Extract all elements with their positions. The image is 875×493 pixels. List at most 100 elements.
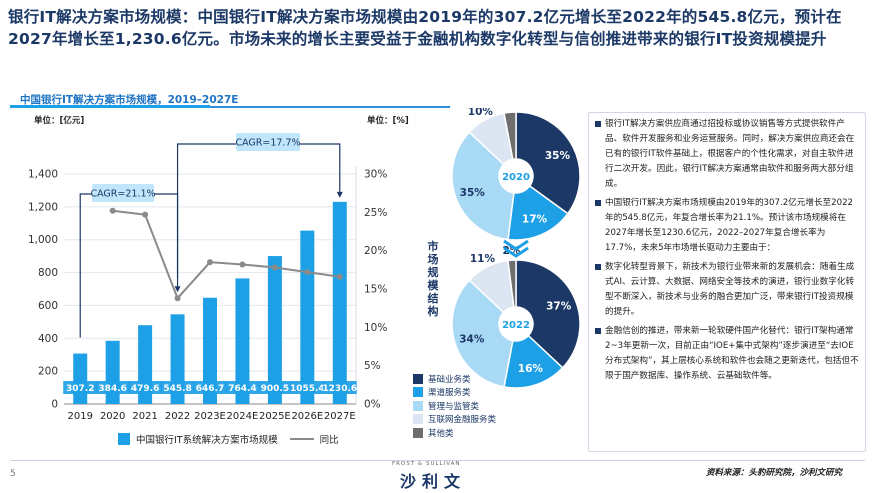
growth-point <box>271 264 278 271</box>
y-tick-label-right: 30% <box>364 169 387 181</box>
pie-slice <box>503 111 517 161</box>
bar <box>332 201 347 404</box>
growth-point <box>336 273 343 280</box>
data-label-box <box>225 381 260 394</box>
y-tick-label-right: 0% <box>364 399 381 411</box>
commentary-paragraph: 银行IT解决方案供应商通过招投标或协议销售等方式提供软件产品、软件开发服务和业务… <box>595 117 859 192</box>
pie-data-label: 11% <box>470 253 496 265</box>
bullet-icon <box>595 264 601 270</box>
x-tick-label: 2025E <box>259 411 291 422</box>
bar-data-label: 764.4 <box>228 384 256 394</box>
pie-center-label: 2022 <box>502 320 530 331</box>
pie-slice <box>515 111 581 215</box>
y-tick-label-left: 1,200 <box>28 201 58 213</box>
x-tick-label: 2023E <box>194 411 226 422</box>
data-label-box <box>193 381 227 394</box>
bar <box>300 230 315 404</box>
y-tick-label-right: 25% <box>364 207 387 219</box>
data-label-box <box>95 381 130 394</box>
bar-data-label: 900.5 <box>261 384 289 394</box>
legend-line-swatch <box>289 438 314 440</box>
legend-bar-label: 中国银行IT系统解决方案市场规模 <box>136 435 278 446</box>
source-note: 资料来源：头豹研究院，沙利文研究 <box>706 468 843 478</box>
growth-point <box>239 261 246 268</box>
pie-data-label: 10% <box>468 108 494 118</box>
pie-center-label: 2020 <box>502 172 530 183</box>
bullet-icon <box>595 121 601 127</box>
cagr-arrow <box>174 286 181 293</box>
pie-data-label: 35% <box>545 150 571 162</box>
growth-point <box>304 269 311 276</box>
pie-hole <box>501 309 531 339</box>
pie-legend: 基础业务类 渠道服务类 管理与监管类 互联网金融服务类 其他类 <box>413 372 496 440</box>
data-label-box <box>63 381 98 394</box>
pie-data-label: 16% <box>518 363 544 375</box>
cagr-arrow <box>336 191 343 198</box>
legend-swatch <box>413 414 423 425</box>
cagr-label-box <box>92 184 154 202</box>
cagr-bracket <box>79 193 179 338</box>
legend-bar-swatch <box>118 433 130 445</box>
page-headline: 银行IT解决方案市场规模：中国银行IT解决方案市场规模由2019年的307.2亿… <box>8 8 842 48</box>
pie-slice <box>451 131 515 241</box>
pie-legend-item: 管理与监管类 <box>413 399 496 413</box>
bar <box>73 353 88 404</box>
commentary-box: 银行IT解决方案供应商通过招投标或协议销售等方式提供软件产品、软件开发服务和业务… <box>588 112 866 452</box>
y-tick-label-right: 10% <box>364 322 387 334</box>
pie-legend-item: 其他类 <box>413 426 496 440</box>
legend-label: 基础业务类 <box>428 374 471 385</box>
growth-line <box>112 209 340 301</box>
x-tick-label: 2021 <box>132 411 157 422</box>
chevron-down-icon <box>503 239 529 251</box>
data-label-box <box>160 381 195 394</box>
y-tick-label-right: 5% <box>364 360 381 372</box>
pie-legend-item: 基础业务类 <box>413 372 496 386</box>
pie-data-label: 37% <box>546 301 572 313</box>
legend-label: 管理与监管类 <box>428 401 480 412</box>
legend-label: 其他类 <box>428 428 454 439</box>
bar-data-label: 1230.6 <box>322 384 357 394</box>
legend-swatch <box>413 427 423 438</box>
logo-subtitle: FROST & SULLIVAN <box>392 461 461 467</box>
bar-data-label: 479.6 <box>131 384 159 394</box>
bullet-icon <box>595 200 601 206</box>
y-tick-label-left: 800 <box>38 267 58 279</box>
y-tick-label-right: 20% <box>364 245 387 257</box>
pie-data-label: 3% <box>500 108 518 109</box>
bar-data-label: 307.2 <box>66 384 94 394</box>
chart-title-underline <box>10 91 450 108</box>
x-tick-label: 2024E <box>227 411 259 422</box>
cagr-label: CAGR=17.7% <box>235 138 300 149</box>
data-label-box <box>290 381 325 394</box>
cagr-label-box <box>236 133 300 151</box>
pie-data-label: 34% <box>459 333 485 345</box>
legend-label: 渠道服务类 <box>428 388 471 399</box>
chart-title: 中国银行IT解决方案市场规模，2019–2027E <box>20 94 239 106</box>
chart-legend: 中国银行IT系统解决方案市场规模 同比 <box>118 432 339 446</box>
legend-swatch <box>413 400 423 411</box>
pie-slice <box>515 259 581 369</box>
commentary-paragraph: 金融信创的推进，带来新一轮软硬件国产化替代：银行IT架构通常2~3年更新一次，目… <box>595 324 859 384</box>
bar <box>105 340 120 404</box>
y-tick-label-left: 1,000 <box>28 234 58 246</box>
y-tick-label-right: 15% <box>364 284 387 296</box>
x-tick-label: 2022 <box>165 411 190 422</box>
pie-slice <box>507 259 517 308</box>
y-tick-label-left: 200 <box>38 366 58 378</box>
page-number: 5 <box>10 469 16 479</box>
growth-point <box>207 259 213 266</box>
legend-swatch <box>413 373 423 384</box>
legend-line-label: 同比 <box>319 435 339 446</box>
bar-line-chart: 0 200 400 600 800 1,000 1,200 1,400 0% 5% 10% 15% 20… <box>28 133 387 422</box>
cagr-label: CAGR=21.1% <box>90 189 155 200</box>
data-label-box <box>257 381 292 394</box>
footer-divider <box>10 460 865 461</box>
legend-label: 互联网金融服务类 <box>428 415 497 426</box>
chevron-down-icon <box>503 246 529 258</box>
left-axis-unit: 单位：[亿元] <box>34 116 85 126</box>
y-tick-label-left: 600 <box>38 300 58 312</box>
brand-logo: 沙利文 <box>400 472 467 491</box>
x-tick-label: 2019 <box>67 411 92 422</box>
right-axis-unit: 单位：[%] <box>367 116 409 126</box>
